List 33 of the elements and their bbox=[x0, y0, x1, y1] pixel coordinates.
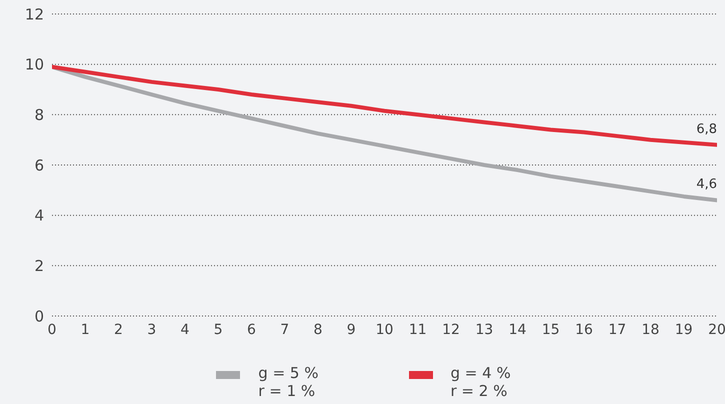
x-tick-label: 20 bbox=[708, 322, 725, 338]
x-tick-label: 12 bbox=[442, 322, 460, 338]
x-tick-label: 3 bbox=[147, 322, 156, 338]
x-tick-label: 15 bbox=[542, 322, 560, 338]
y-tick-label: 10 bbox=[24, 56, 44, 74]
x-tick-label: 17 bbox=[608, 322, 626, 338]
x-tick-label: 11 bbox=[408, 322, 427, 338]
x-tick-label: 16 bbox=[575, 322, 593, 338]
x-tick-label: 6 bbox=[247, 322, 256, 338]
x-tick-label: 10 bbox=[376, 322, 394, 338]
y-tick-label: 4 bbox=[34, 206, 44, 225]
x-tick-label: 9 bbox=[346, 322, 356, 338]
y-tick-label: 8 bbox=[34, 106, 44, 124]
x-tick-label: 19 bbox=[674, 322, 693, 338]
x-tick-label: 7 bbox=[280, 322, 290, 338]
data-label: 6,8 bbox=[696, 122, 717, 137]
legend-label: g = 5 % r = 1 % bbox=[258, 364, 318, 400]
y-tick-label: 0 bbox=[34, 307, 44, 326]
x-tick-label: 14 bbox=[508, 322, 526, 338]
x-tick-label: 8 bbox=[314, 322, 322, 338]
line-series bbox=[52, 64, 717, 147]
data-label: 4,6 bbox=[696, 177, 717, 192]
x-tick-label: 2 bbox=[114, 322, 123, 338]
x-tick-label: 4 bbox=[180, 322, 190, 338]
y-tick-label: 2 bbox=[34, 256, 44, 275]
x-tick-label: 5 bbox=[214, 322, 223, 338]
x-tick-label: 13 bbox=[475, 322, 494, 338]
x-tick-label: 1 bbox=[80, 322, 90, 338]
y-tick-label: 6 bbox=[34, 156, 44, 174]
y-tick-label: 12 bbox=[24, 5, 44, 24]
x-tick-label: 0 bbox=[48, 322, 56, 338]
legend-label: g = 4 % r = 2 % bbox=[450, 364, 511, 400]
x-tick-label: 18 bbox=[642, 322, 660, 338]
